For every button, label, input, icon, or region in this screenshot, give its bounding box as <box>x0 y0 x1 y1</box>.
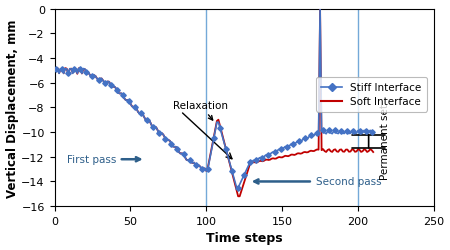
Text: Second pass: Second pass <box>254 177 381 187</box>
X-axis label: Time steps: Time steps <box>206 232 283 244</box>
Y-axis label: Vertical Displacement, mm: Vertical Displacement, mm <box>5 19 18 197</box>
Legend: Stiff Interface, Soft Interface: Stiff Interface, Soft Interface <box>316 78 427 112</box>
Text: Relaxation: Relaxation <box>173 100 228 120</box>
Text: Permanent set: Permanent set <box>380 104 390 180</box>
Text: First pass: First pass <box>67 154 140 164</box>
